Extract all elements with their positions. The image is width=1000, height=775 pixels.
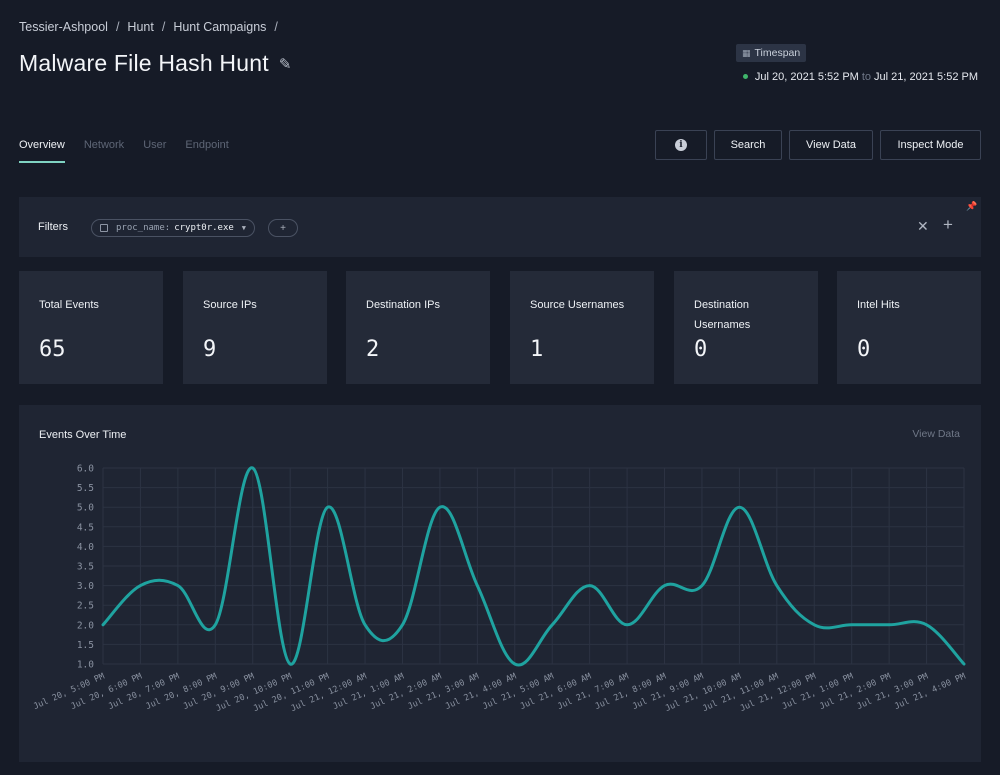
info-button[interactable]: i [655,130,707,160]
timespan-label: Timespan [754,47,801,59]
events-over-time-card: Events Over Time View Data 1.0 1.5 2.0 2.5 3… [19,405,981,762]
breadcrumb-separator: / [161,20,166,34]
y-tick-label: 6.0 [77,464,94,475]
breadcrumb-separator: / [115,20,120,34]
chart-y-axis: 1.0 1.5 2.0 2.5 3.0 3.5 4.0 4.5 5.0 5.5 6.0 [77,464,94,671]
search-button[interactable]: Search [714,130,782,160]
stat-card-destination-usernames[interactable]: Destination Usernames 0 [674,271,818,384]
timespan-badge[interactable]: ▦ Timespan [736,44,807,62]
plus-icon: + [280,222,286,234]
timespan-to: Jul 21, 2021 5:52 PM [874,71,978,83]
y-tick-label: 2.5 [77,601,94,612]
add-filter-plus-icon[interactable]: + [943,215,953,234]
tab-user[interactable]: User [143,139,167,151]
chart-view-data-link[interactable]: View Data [912,428,960,440]
y-tick-label: 4.0 [77,542,94,553]
tab-bar: Overview Network User Endpoint [19,139,229,163]
filter-chip[interactable]: proc_name: crypt0r.exe ▼ [91,219,256,237]
y-tick-label: 1.0 [77,660,94,671]
events-line-chart[interactable]: 1.0 1.5 2.0 2.5 3.0 3.5 4.0 4.5 5.0 5.5 6.0 Jul 20… [19,405,981,762]
page-title-row: Malware File Hash Hunt ✎ [19,50,292,77]
inspect-mode-button[interactable]: Inspect Mode [880,130,981,160]
status-dot-icon [742,74,748,79]
filter-value: crypt0r.exe [174,223,234,233]
stat-value: 1 [530,337,544,362]
stat-label: Destination IPs [366,299,440,311]
stat-card-intel-hits[interactable]: Intel Hits 0 [837,271,981,384]
calendar-icon: ▦ [742,48,751,58]
page-title: Malware File Hash Hunt [19,50,269,76]
clear-filters-close-icon[interactable]: ✕ [917,218,929,234]
y-tick-label: 1.5 [77,640,94,651]
y-tick-label: 5.5 [77,483,94,494]
tab-network[interactable]: Network [83,139,125,151]
stat-label: Source IPs [203,299,257,311]
y-tick-label: 5.0 [77,503,94,514]
stat-label: Source Usernames [530,299,625,311]
stat-label: Destination Usernames [694,299,751,331]
filter-key: proc_name: [116,223,171,233]
chevron-down-icon[interactable]: ▼ [241,224,247,232]
y-tick-label: 4.5 [77,522,94,533]
breadcrumb-item-hunt-campaigns[interactable]: Hunt Campaigns [173,20,267,34]
chart-title: Events Over Time [39,429,127,441]
timespan-from: Jul 20, 2021 5:52 PM [754,71,859,83]
events-series-line [101,466,966,667]
checkbox-icon[interactable] [100,224,108,232]
breadcrumb-separator: / [274,20,278,34]
breadcrumb-item-hunt[interactable]: Hunt [127,20,154,34]
tab-endpoint[interactable]: Endpoint [185,139,229,151]
view-data-button[interactable]: View Data [789,130,873,160]
timespan-range[interactable]: Jul 20, 2021 5:52 PM to Jul 21, 2021 5:52 … [742,71,978,83]
info-icon: i [675,139,687,151]
y-tick-label: 3.0 [77,581,94,592]
tab-overview[interactable]: Overview [19,139,65,163]
timespan-to-word: to [861,71,872,83]
stat-value: 0 [857,337,871,362]
pencil-icon[interactable]: ✎ [278,55,292,73]
chart-grid [102,467,965,665]
breadcrumb-item-org[interactable]: Tessier-Ashpool [19,20,108,34]
filters-bar: Filters proc_name: crypt0r.exe ▼ + ✕ + 📌 [19,197,981,257]
stat-value: 0 [694,337,708,362]
stat-card-destination-ips[interactable]: Destination IPs 2 [346,271,490,384]
y-tick-label: 3.5 [77,562,94,573]
stat-card-source-ips[interactable]: Source IPs 9 [183,271,327,384]
pin-icon[interactable]: 📌 [966,201,978,211]
add-filter-button[interactable]: + [268,219,298,237]
stat-value: 65 [39,337,66,362]
y-tick-label: 2.0 [77,620,94,631]
stat-label: Intel Hits [857,299,900,311]
stat-card-source-usernames[interactable]: Source Usernames 1 [510,271,654,384]
stat-label: Total Events [39,299,99,311]
filters-label: Filters [38,221,68,233]
stat-value: 2 [366,337,380,362]
stat-value: 9 [203,337,217,362]
breadcrumb: Tessier-Ashpool / Hunt / Hunt Campaigns / [19,20,286,34]
stat-card-total-events[interactable]: Total Events 65 [19,271,163,384]
